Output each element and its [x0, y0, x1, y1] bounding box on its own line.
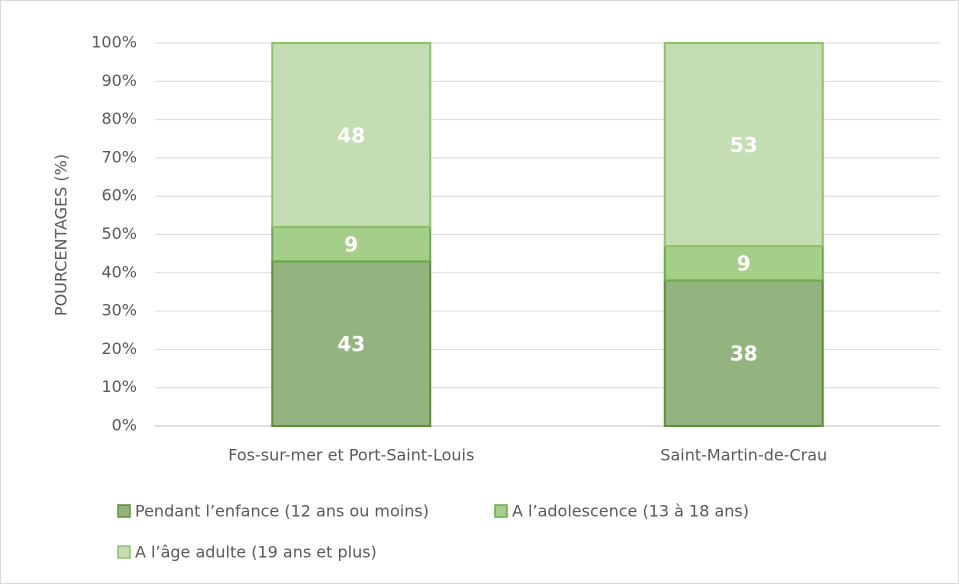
- value-label: 48: [337, 123, 365, 147]
- value-label: 9: [737, 252, 751, 276]
- x-tick-label: Fos-sur-mer et Port-Saint-Louis: [228, 446, 474, 465]
- y-tick-label: 40%: [101, 262, 137, 281]
- bar-segment: [663, 279, 824, 427]
- legend-label: A l’adolescence (13 à 18 ans): [512, 502, 749, 521]
- y-tick-label: 100%: [91, 33, 137, 52]
- bar-segment: [271, 42, 432, 228]
- y-tick-label: 30%: [101, 301, 137, 320]
- legend-swatch: [117, 545, 131, 559]
- bar-segment: [271, 225, 432, 263]
- y-tick-label: 0%: [112, 416, 137, 435]
- y-tick-label: 10%: [101, 377, 137, 396]
- bar-segment: [663, 42, 824, 247]
- x-tick-label: Saint-Martin-de-Crau: [660, 446, 827, 465]
- y-tick-label: 90%: [101, 71, 137, 90]
- legend-swatch: [117, 504, 131, 518]
- legend-label: Pendant l’enfance (12 ans ou moins): [135, 502, 429, 521]
- y-tick-label: 20%: [101, 339, 137, 358]
- y-tick-label: 70%: [101, 147, 137, 166]
- value-label: 9: [344, 233, 358, 257]
- bar-segment: [271, 260, 432, 427]
- y-tick-label: 60%: [101, 186, 137, 205]
- legend-label: A l’âge adulte (19 ans et plus): [135, 543, 377, 562]
- y-axis-label: POURCENTAGES (%): [52, 154, 71, 316]
- value-label: 38: [730, 342, 758, 366]
- legend-swatch: [494, 504, 508, 518]
- value-label: 53: [730, 133, 758, 157]
- value-label: 43: [337, 332, 365, 356]
- y-tick-label: 50%: [101, 224, 137, 243]
- y-tick-label: 80%: [101, 109, 137, 128]
